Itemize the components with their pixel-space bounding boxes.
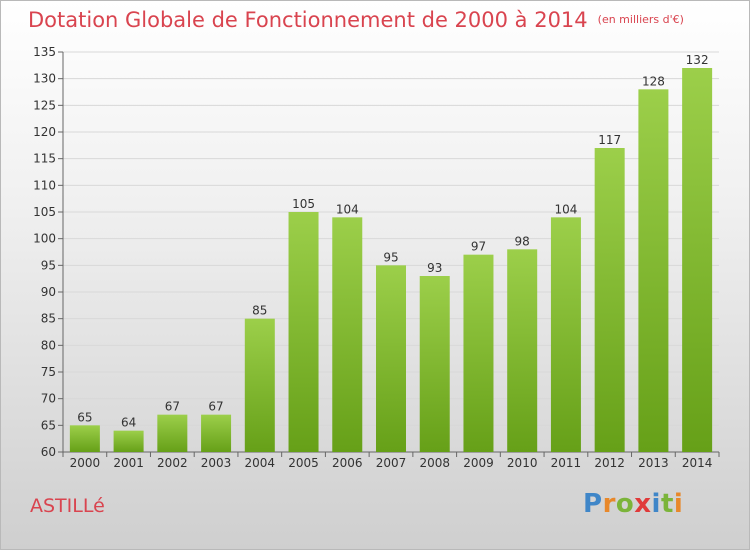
logo-letter: x [634,489,652,519]
bar [419,276,450,452]
bar [594,148,625,452]
x-tick-label: 2014 [682,456,713,470]
x-tick-label: 2011 [551,456,582,470]
y-tick-label: 100 [33,232,56,246]
y-tick-label: 80 [41,338,56,352]
data-label: 132 [686,53,709,67]
logo-letter: i [673,489,684,519]
data-label: 65 [77,410,92,424]
y-tick-label: 105 [33,205,56,219]
bar [550,217,581,452]
x-tick-label: 2001 [113,456,144,470]
logo-letter: P [583,489,603,519]
x-tick-label: 2008 [419,456,450,470]
x-tick-label: 2004 [245,456,276,470]
x-tick-label: 2009 [463,456,494,470]
y-tick-label: 85 [41,312,56,326]
bar [638,89,669,452]
proxiti-logo: Proxiti [583,489,683,519]
data-label: 93 [427,261,442,275]
data-label: 105 [292,197,315,211]
x-tick-label: 2012 [594,456,625,470]
bar [332,217,363,452]
data-label: 67 [165,400,180,414]
data-label: 67 [208,400,223,414]
data-label: 117 [598,133,621,147]
data-label: 97 [471,240,486,254]
bar [463,254,494,452]
data-label: 64 [121,416,136,430]
y-tick-label: 65 [41,418,56,432]
y-tick-label: 70 [41,392,56,406]
logo-letter: r [602,489,616,519]
place-name: ASTILLé [30,495,105,517]
title-text: Dotation Globale de Fonctionnement de 20… [28,8,588,32]
bar [288,212,319,452]
chart-subtitle: (en milliers d'€) [597,13,684,26]
data-label: 85 [252,304,267,318]
x-tick-label: 2006 [332,456,363,470]
bar [244,318,275,452]
y-tick-label: 90 [41,285,56,299]
x-tick-label: 2010 [507,456,538,470]
bar [157,414,188,452]
bar [201,414,232,452]
bar [507,249,538,452]
y-tick-label: 130 [33,72,56,86]
data-label: 104 [554,202,577,216]
x-tick-label: 2013 [638,456,669,470]
y-tick-label: 75 [41,365,56,379]
logo-letter: t [660,489,674,519]
x-tick-label: 2007 [376,456,407,470]
logo-letter: o [615,489,635,519]
data-label: 104 [336,202,359,216]
bar [69,425,100,452]
logo-letter: i [651,489,661,519]
chart-title: Dotation Globale de Fonctionnement de 20… [28,8,684,32]
y-tick-label: 120 [33,125,56,139]
y-tick-label: 110 [33,178,56,192]
y-tick-label: 125 [33,98,56,112]
x-tick-label: 2000 [70,456,101,470]
data-label: 98 [515,234,530,248]
x-tick-label: 2003 [201,456,232,470]
y-tick-label: 95 [41,258,56,272]
y-tick-label: 135 [33,45,56,59]
bar [113,430,144,452]
x-tick-label: 2005 [288,456,319,470]
y-tick-label: 115 [33,152,56,166]
bar [376,265,406,452]
x-tick-label: 2002 [157,456,188,470]
data-label: 95 [383,250,398,264]
bar [682,68,713,452]
data-label: 128 [642,74,665,88]
y-tick-label: 60 [41,445,56,459]
